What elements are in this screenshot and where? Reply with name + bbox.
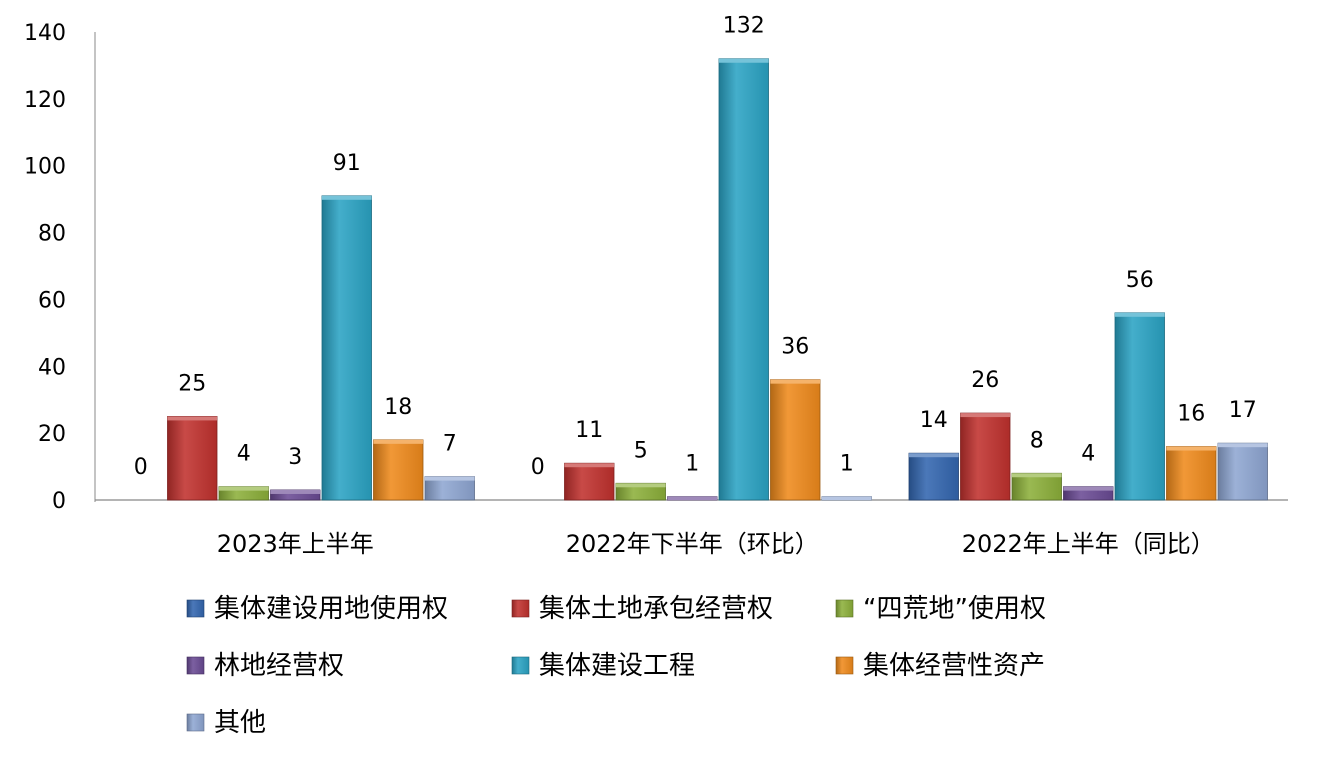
bar-top-highlight [960,413,1010,418]
data-label: 7 [443,432,457,457]
bar-top-highlight [1218,443,1268,448]
bar [1166,446,1217,501]
data-label: 0 [531,455,545,480]
bar [564,462,615,501]
bar-top-highlight [219,486,269,491]
data-label: 8 [1030,428,1044,453]
x-category-label: 2022年下半年（环比） [566,530,819,558]
legend-swatch [835,656,854,675]
legend-label: 林地经营权 [214,651,344,681]
bar [960,412,1011,501]
legend-label: 其他 [214,708,266,738]
legend-swatch [511,656,530,675]
bar-top-highlight [909,453,959,458]
y-tick-label: 0 [52,489,66,514]
legend-swatch [186,656,205,675]
data-label: 4 [1081,442,1095,467]
data-label: 4 [237,442,251,467]
data-label: 26 [971,368,999,393]
data-label: 18 [384,395,412,420]
bar-top-highlight [667,496,717,500]
data-label: 36 [781,335,809,360]
legend-item: 集体建设工程 [511,651,695,681]
bar [1011,472,1062,501]
bar-top-highlight [322,195,372,200]
bar-top-highlight [616,483,666,488]
y-tick-label: 120 [24,88,66,113]
data-label: 56 [1126,268,1154,293]
data-label: 3 [288,445,302,470]
bar-top-highlight [270,489,320,494]
data-label: 91 [333,151,361,176]
data-label: 25 [178,371,206,396]
bar-top-highlight [719,58,769,63]
data-label: 1 [685,452,699,477]
legend-label: 集体建设用地使用权 [214,594,448,624]
legend-item: 集体建设用地使用权 [186,594,448,624]
bar-top-highlight [373,439,423,444]
bar-top-highlight [770,379,820,384]
legend-swatch [511,599,530,618]
data-label: 14 [920,408,948,433]
data-label: 17 [1229,398,1257,423]
data-label: 0 [134,455,148,480]
data-label: 16 [1177,402,1205,427]
legend-label: “四荒地”使用权 [863,594,1046,624]
data-label: 11 [575,418,603,443]
data-label: 132 [723,14,765,39]
y-tick-label: 40 [38,355,66,380]
data-label: 1 [840,452,854,477]
bar-top-highlight [1115,312,1165,317]
bar [1217,442,1268,501]
bar-top-highlight [1012,473,1062,478]
x-category-label: 2022年上半年（同比） [962,530,1215,558]
data-labels: 0 25 4 3 91 18 7 0 11 5 1 132 36 1 14 26 8 4 56 16 17 [134,14,1257,480]
legend-item: 集体土地承包经营权 [511,594,773,624]
bar-top-highlight [1166,446,1216,451]
y-tick-label: 140 [24,21,66,46]
legend-item: “四荒地”使用权 [835,594,1046,624]
bar-top-highlight [425,476,475,481]
bar [908,452,959,501]
bar-top-highlight [1063,486,1113,491]
legend-swatch [186,713,205,732]
bar [718,58,769,501]
legend-swatch [835,599,854,618]
legend-item: 其他 [186,708,266,738]
bar [770,379,821,501]
legend-item: 集体经营性资产 [835,651,1045,681]
bar-top-highlight [822,496,872,500]
bars [167,58,1268,501]
y-tick-label: 60 [38,288,66,313]
data-label: 5 [634,438,648,463]
bar [321,195,372,501]
x-category-label: 2023年上半年 [217,530,374,558]
bar [167,416,218,501]
bar-top-highlight [167,416,217,421]
y-tick-label: 80 [38,222,66,247]
legend-label: 集体经营性资产 [863,651,1045,681]
y-tick-label: 20 [38,422,66,447]
legend-swatch [186,599,205,618]
legend-label: 集体建设工程 [539,651,695,681]
bar [373,439,424,501]
bar-top-highlight [564,463,614,468]
y-tick-label: 100 [24,155,66,180]
bar [1114,312,1165,501]
legend-label: 集体土地承包经营权 [539,594,773,624]
legend-item: 林地经营权 [186,651,344,681]
